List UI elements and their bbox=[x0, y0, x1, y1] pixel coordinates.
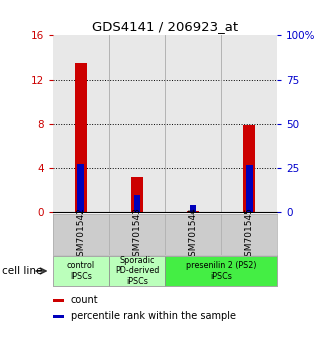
Bar bbox=[53, 315, 64, 318]
Text: GSM701544: GSM701544 bbox=[188, 207, 198, 262]
Bar bbox=[246, 165, 252, 212]
Text: GSM701545: GSM701545 bbox=[245, 207, 254, 262]
Text: Sporadic
PD-derived
iPSCs: Sporadic PD-derived iPSCs bbox=[115, 256, 159, 286]
Bar bbox=[134, 195, 140, 212]
Bar bbox=[53, 256, 109, 286]
Bar bbox=[243, 125, 255, 212]
Text: percentile rank within the sample: percentile rank within the sample bbox=[71, 311, 236, 321]
Bar bbox=[187, 211, 199, 212]
Bar bbox=[75, 63, 87, 212]
Bar bbox=[131, 177, 143, 212]
Text: GSM701542: GSM701542 bbox=[76, 207, 85, 262]
Bar bbox=[78, 164, 84, 212]
Text: cell line: cell line bbox=[2, 266, 42, 276]
Bar bbox=[53, 299, 64, 302]
Title: GDS4141 / 206923_at: GDS4141 / 206923_at bbox=[92, 20, 238, 33]
Text: count: count bbox=[71, 295, 98, 305]
Bar bbox=[165, 256, 277, 286]
Text: control
IPSCs: control IPSCs bbox=[67, 261, 95, 281]
Text: presenilin 2 (PS2)
iPSCs: presenilin 2 (PS2) iPSCs bbox=[186, 261, 256, 281]
Text: GSM701543: GSM701543 bbox=[132, 207, 142, 262]
Bar bbox=[109, 256, 165, 286]
Bar bbox=[190, 205, 196, 212]
